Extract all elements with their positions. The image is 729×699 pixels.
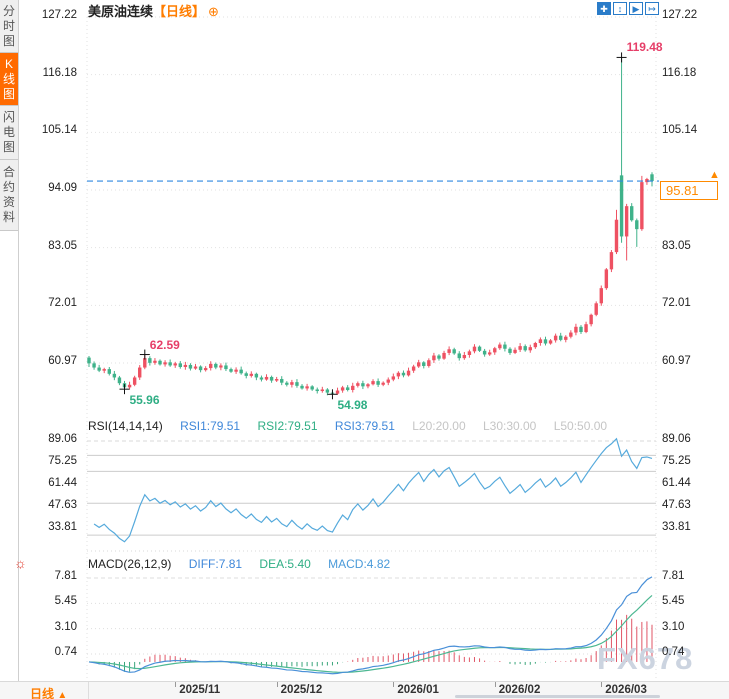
macd-axis-label: 7.81 (54, 570, 77, 582)
macd-hist-value: MACD:4.82 (328, 557, 391, 571)
price-marker-label: 55.96 (129, 393, 160, 408)
x-axis-label: 2026/01 (397, 684, 439, 696)
macd-indicator-name: MACD(26,12,9) (88, 557, 172, 571)
chart-header: 美原油连续【日线】 ⊕ (88, 1, 219, 20)
rsi1-value: RSI1:79.51 (180, 419, 241, 433)
x-axis-tick (175, 682, 177, 687)
period-selector[interactable]: 日线 ▲ (30, 685, 67, 699)
instrument-title: 美原油连续 (88, 4, 154, 19)
macd-dea-value: DEA:5.40 (259, 557, 311, 571)
bottom-bar: 日线 ▲ (0, 681, 729, 699)
y-axis-label: 127.22 (662, 9, 698, 21)
dropdown-up-icon: ▲ (57, 690, 68, 699)
y-axis-label: 127.22 (41, 9, 77, 21)
rsi-axis-label: 89.06 (662, 433, 691, 445)
price-marker-label: 62.59 (149, 337, 180, 352)
rsi-axis-label: 47.63 (662, 498, 691, 511)
h-scrollbar-thumb[interactable] (455, 695, 660, 698)
rsi-indicator-name: RSI(14,14,14) (88, 419, 163, 433)
watermark: FX678 (597, 641, 694, 676)
fit-horizontal-icon[interactable]: ▶ (629, 2, 643, 15)
y-axis-label: 116.18 (662, 66, 697, 79)
sidebar-tab-kline-chart[interactable]: K线图 (0, 53, 18, 106)
add-indicator-icon[interactable]: ⊕ (208, 4, 219, 19)
fit-vertical-icon[interactable]: ↕ (613, 2, 627, 15)
macd-header: MACD(26,12,9) DIFF:7.81 DEA:5.40 MACD:4.… (88, 557, 404, 571)
macd-axis-label: 5.45 (662, 595, 685, 608)
current-price-tag: 95.81 (660, 181, 718, 200)
macd-axis-label: 0.74 (662, 646, 685, 658)
rsi-axis-label: 47.63 (48, 498, 77, 511)
x-axis-label: 2025/11 (179, 684, 221, 696)
current-price-value: 95.81 (666, 183, 699, 198)
rsi-header: RSI(14,14,14) RSI1:79.51 RSI2:79.51 RSI3… (88, 419, 620, 433)
x-axis-label: 2025/12 (280, 684, 323, 696)
rsi-axis-label: 75.25 (662, 454, 691, 467)
sidebar-tab-label: 分时图 (2, 3, 15, 48)
price-marker-label: 119.48 (626, 40, 663, 55)
rsi2-value: RSI2:79.51 (257, 419, 318, 433)
y-axis-label: 60.97 (48, 354, 77, 367)
y-axis-label: 83.05 (48, 239, 77, 252)
rsi-l50-level: L50:50.00 (553, 419, 608, 433)
price-up-arrow-icon: ▲ (709, 169, 720, 181)
period-tag[interactable]: 【日线】 (153, 4, 206, 19)
y-axis-label: 116.18 (42, 66, 77, 79)
sidebar-tab-lightning-chart[interactable]: 闪电图 (0, 106, 18, 160)
x-axis-tick (601, 682, 603, 687)
rsi-axis-label: 33.81 (662, 521, 691, 533)
y-axis-label: 72.01 (48, 297, 77, 310)
x-axis-label: 2026/03 (605, 684, 647, 696)
y-axis-label: 105.14 (662, 124, 698, 137)
rsi-axis-label: 33.81 (48, 521, 77, 533)
y-axis-label: 83.05 (662, 239, 691, 252)
macd-axis-label: 0.74 (54, 646, 77, 658)
x-axis-label: 2026/02 (498, 684, 541, 696)
x-axis-tick (393, 682, 395, 687)
y-axis-label: 94.09 (48, 182, 77, 195)
macd-diff-value: DIFF:7.81 (188, 557, 243, 571)
crosshair-icon[interactable]: ✚ (597, 2, 611, 15)
rsi-axis-label: 89.06 (48, 433, 77, 445)
sidebar: 分时图 K线图 闪电图 合约资料 (0, 0, 19, 681)
y-axis-label: 72.01 (662, 297, 691, 310)
rsi-axis-label: 75.25 (48, 454, 77, 467)
rsi-l20-level: L20:20.00 (412, 419, 466, 433)
bottom-bar-divider (88, 682, 89, 699)
sidebar-tab-label: 闪电图 (2, 110, 15, 154)
indicator-settings-icon[interactable]: ☼ (14, 555, 27, 571)
sidebar-tab-time-chart[interactable]: 分时图 (0, 0, 18, 53)
period-label: 日线 (30, 687, 55, 699)
rsi3-value: RSI3:79.51 (334, 419, 395, 433)
exit-icon[interactable]: ↦ (645, 2, 659, 15)
macd-axis-label: 7.81 (662, 570, 685, 582)
rsi-axis-label: 61.44 (48, 476, 77, 489)
chart-toolbar: ✚ ↕ ▶ ↦ (597, 2, 659, 15)
rsi-l30-level: L30:30.00 (482, 419, 537, 433)
x-axis-tick (276, 682, 278, 687)
y-axis-label: 60.97 (662, 354, 691, 367)
macd-axis-label: 3.10 (54, 620, 77, 633)
x-axis-tick (494, 682, 496, 687)
sidebar-tab-label: 合约资料 (2, 165, 15, 224)
macd-axis-label: 5.45 (54, 595, 77, 608)
y-axis-label: 105.14 (41, 124, 77, 137)
macd-axis-label: 3.10 (662, 620, 685, 633)
sidebar-tab-contract-info[interactable]: 合约资料 (0, 160, 18, 231)
rsi-axis-label: 61.44 (662, 476, 691, 489)
sidebar-tab-label: K线图 (2, 56, 15, 101)
price-marker-label: 54.98 (337, 398, 368, 413)
